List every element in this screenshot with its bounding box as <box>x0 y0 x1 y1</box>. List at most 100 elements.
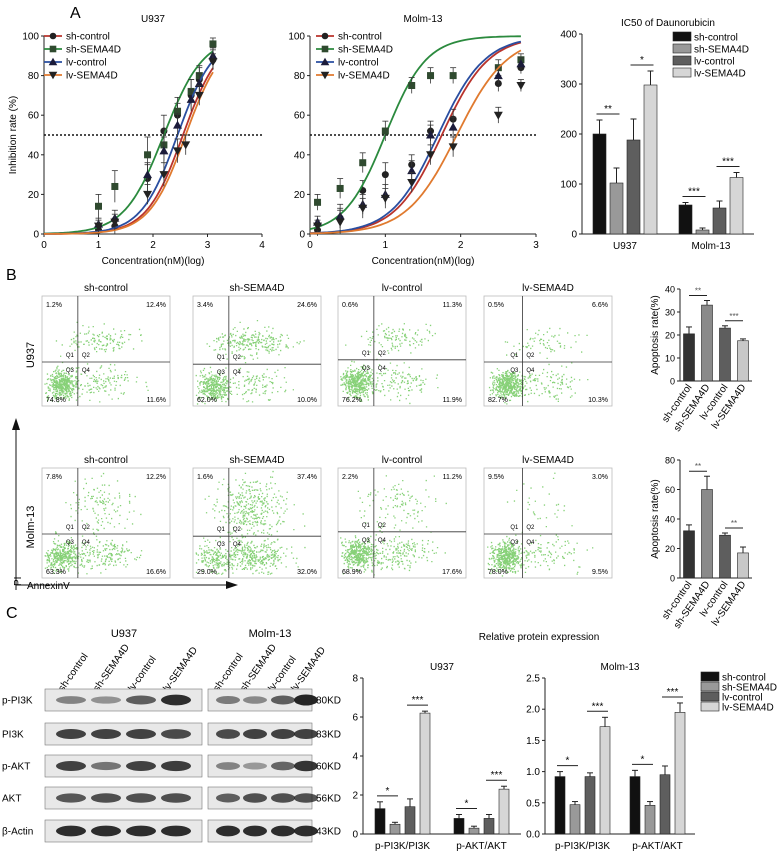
molm13-inhibition-chart: Molm-13 0 20 40 60 80 100 0 1 2 3 Concentration(nM)… <box>288 14 539 267</box>
bar <box>683 333 695 382</box>
blot-band <box>271 825 295 837</box>
band-size-label: 56KD <box>316 794 341 805</box>
blot-band <box>216 696 240 704</box>
data-point <box>320 71 330 80</box>
flow-plot-title: sh-SEMA4D <box>229 283 284 294</box>
legend-label: lv-control <box>694 57 735 68</box>
bar-sh-SEMA4D <box>609 182 624 235</box>
y-tick-label: 30 <box>665 308 675 318</box>
flow-plot: lv-control Q1 Q2 Q3 Q4 0.6% 11.3% 76.2% 11.9% <box>337 283 467 407</box>
blot-band <box>294 694 318 706</box>
x-axis-label: Concentration(nM)(log) <box>102 256 205 267</box>
blot-band <box>161 729 191 739</box>
western-cellline-molm13: Molm-13 <box>249 628 292 640</box>
bar-lv-control <box>483 818 495 835</box>
data-point <box>181 141 191 150</box>
chart-title: U937 <box>430 662 454 673</box>
y-tick-label: 100 <box>288 32 305 43</box>
quadrant-percent-ll: 29.0% <box>197 569 217 576</box>
blot-band <box>294 793 318 803</box>
quadrant-percent-lr: 11.6% <box>147 397 166 404</box>
legend-swatch <box>700 681 720 692</box>
protein-label: p-PI3K <box>2 696 33 707</box>
western-cellline-u937: U937 <box>111 628 137 640</box>
blot-band <box>56 729 86 739</box>
quadrant-percent-ll: 76.2% <box>342 397 362 404</box>
blot-band <box>216 825 240 837</box>
legend-swatch <box>700 691 720 702</box>
quadrant-name: Q2 <box>526 353 535 359</box>
blot-strip <box>44 819 203 843</box>
data-point <box>358 204 368 213</box>
quadrant-name: Q1 <box>66 525 75 531</box>
quadrant-name: Q1 <box>217 527 226 533</box>
data-point <box>408 82 416 89</box>
y-tick-label: 20 <box>665 544 675 554</box>
quadrant-name: Q2 <box>233 355 242 361</box>
y-tick-label: 60 <box>294 111 306 122</box>
significance-label: ** <box>604 104 612 115</box>
panel-label-a: A <box>70 5 81 22</box>
quadrant-name: Q1 <box>66 353 75 359</box>
bar-sh-SEMA4D <box>468 827 480 835</box>
quadrant-percent-ll: 62.0% <box>197 397 217 404</box>
quadrant-percent-lr: 10.3% <box>588 397 608 404</box>
blot-band <box>271 729 295 739</box>
blot-band <box>91 825 121 837</box>
y-axis-label: Apoptosis rate(%) <box>650 479 661 558</box>
ic50-chart: 0 100 200 300 400 IC50 of Daunorubicin U937 Mol… <box>560 18 754 252</box>
quadrant-percent-ll: 82.7% <box>488 397 508 404</box>
y-tick-label: 20 <box>28 190 40 201</box>
flow-plot: sh-control Q1 Q2 Q3 Q4 7.8% 12.2% 63.3% 16.6% <box>41 455 171 579</box>
fit-curve-lv-SEMA4D <box>44 71 214 235</box>
blot-band <box>56 696 86 704</box>
x-tick-label: 0 <box>41 240 47 251</box>
bar-sh-SEMA4D <box>695 229 710 235</box>
data-point <box>516 82 526 90</box>
legend-label: lv-control <box>66 58 107 69</box>
y-tick-label: 20 <box>294 190 306 201</box>
y-tick-label: 0 <box>670 377 675 387</box>
bar-sh-control <box>374 808 386 835</box>
significance-label: *** <box>688 187 700 198</box>
chart-title: Molm-13 <box>601 662 640 673</box>
quadrant-name: Q3 <box>510 540 519 546</box>
blot-band <box>243 729 267 739</box>
flow-plot: sh-SEMA4D Q1 Q2 Q3 Q4 1.6% 37.4% 29.0% 32.0% <box>192 455 322 579</box>
flow-plot-title: lv-SEMA4D <box>522 455 574 466</box>
flow-events <box>44 472 143 575</box>
lane-label: lv-control <box>126 654 158 694</box>
significance-label: *** <box>722 157 734 168</box>
lane-label: lv-SEMA4D <box>161 645 200 694</box>
protein-supertitle: Relative protein expression <box>479 632 600 643</box>
quadrant-name: Q1 <box>510 353 519 359</box>
data-point <box>407 179 417 188</box>
significance-label: * <box>465 799 469 810</box>
flow-events <box>487 472 594 577</box>
y-tick-label: 1.5 <box>526 736 540 747</box>
quadrant-percent-lr: 10.0% <box>297 397 317 404</box>
significance-label: * <box>386 786 390 797</box>
blot-band <box>294 729 318 739</box>
quadrant-percent-ur: 3.0% <box>592 474 608 481</box>
y-tick-label: 40 <box>665 285 675 295</box>
x-tick-label: 3 <box>533 240 539 251</box>
legend-label: sh-control <box>338 32 382 43</box>
y-tick-label: 0.0 <box>526 830 540 841</box>
data-point <box>48 57 58 66</box>
data-point <box>448 143 458 152</box>
quadrant-percent-ul: 0.6% <box>342 302 358 309</box>
blot-band <box>126 695 156 705</box>
quadrant-percent-ur: 11.3% <box>443 302 462 309</box>
data-point <box>493 111 503 120</box>
quadrant-name: Q4 <box>526 368 535 374</box>
legend-label: sh-control <box>66 32 110 43</box>
data-point <box>110 218 120 227</box>
significance-label: *** <box>491 770 503 781</box>
x-tick-label: 0 <box>307 240 313 251</box>
quadrant-percent-ul: 2.2% <box>342 474 358 481</box>
